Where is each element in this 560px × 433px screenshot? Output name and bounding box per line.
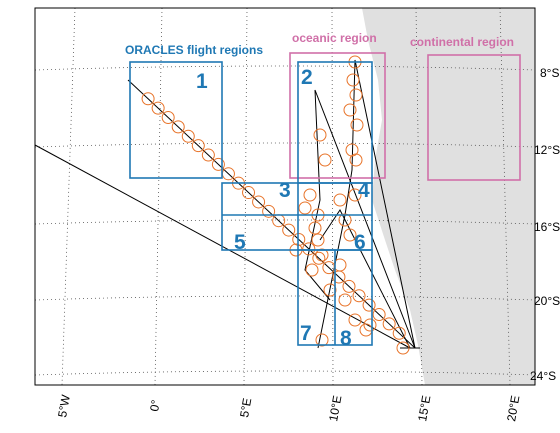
flight-point xyxy=(315,248,329,262)
flight-point xyxy=(191,139,205,153)
flight-point xyxy=(338,293,352,307)
region-number: 4 xyxy=(358,179,370,202)
flight-point xyxy=(181,129,195,143)
land xyxy=(362,8,535,385)
lat-label: 8°S xyxy=(540,66,559,80)
region-number: 2 xyxy=(301,66,313,89)
flight-point xyxy=(348,188,362,202)
flight-point xyxy=(352,289,366,303)
lat-label: 20°S xyxy=(534,294,560,308)
region-number: 8 xyxy=(340,327,352,350)
flight-point xyxy=(313,128,327,142)
flight-point xyxy=(315,333,329,347)
frame xyxy=(34,7,536,386)
oceanic-box xyxy=(289,52,386,179)
flight-point xyxy=(151,101,165,115)
flight-point xyxy=(262,204,276,218)
graticule xyxy=(34,7,536,386)
flight-point xyxy=(349,88,363,102)
region-number: 7 xyxy=(300,322,312,345)
lat-label: 24°S xyxy=(530,369,556,383)
flight-point xyxy=(349,153,363,167)
flight-point xyxy=(201,148,215,162)
lon-label: 5°W xyxy=(55,393,73,419)
lat-label: 16°S xyxy=(534,220,560,234)
lon-label: 0° xyxy=(147,399,163,413)
flight-point xyxy=(350,118,364,132)
flight-point xyxy=(312,251,326,265)
lat-label: 12°S xyxy=(534,143,560,157)
flight-point xyxy=(311,233,325,247)
flight-point xyxy=(396,341,410,355)
flight-point xyxy=(333,258,347,272)
flight-point xyxy=(252,195,266,209)
region-number: 6 xyxy=(354,231,366,254)
flight-point xyxy=(211,157,225,171)
flight-point xyxy=(343,103,357,117)
flight-point xyxy=(298,201,312,215)
flight-point xyxy=(338,213,352,227)
flight-point xyxy=(362,298,376,312)
region-number: 3 xyxy=(279,179,291,202)
region-number: 1 xyxy=(196,70,208,93)
flight-point xyxy=(363,318,377,332)
lon-label: 5°E xyxy=(237,397,254,419)
flight-point xyxy=(348,313,362,327)
continental-label: continental region xyxy=(410,35,514,49)
flight-point xyxy=(242,186,256,200)
flight-point xyxy=(308,221,322,235)
flight-point xyxy=(343,228,357,242)
flight-point xyxy=(161,111,175,125)
lon-label: 15°E xyxy=(415,394,433,422)
flight-point xyxy=(392,326,406,340)
flight-point xyxy=(346,73,360,87)
lon-label: 20°E xyxy=(504,394,522,422)
flight-point xyxy=(171,120,185,134)
region-number: 5 xyxy=(234,231,246,254)
region-boxes xyxy=(129,61,373,346)
flight-point xyxy=(302,242,316,256)
flight-point xyxy=(333,193,347,207)
flight-point xyxy=(318,153,332,167)
flight-point xyxy=(382,317,396,331)
flight-regions-label: ORACLES flight regions xyxy=(125,43,263,57)
flight-point xyxy=(141,92,155,106)
flight-point xyxy=(372,308,386,321)
flight-point xyxy=(303,188,317,202)
oceanic-label: oceanic region xyxy=(292,31,377,45)
continental-box xyxy=(427,54,521,181)
flight-point xyxy=(305,263,319,277)
flight-point xyxy=(342,279,356,293)
flight-point xyxy=(282,223,296,237)
lon-label: 10°E xyxy=(326,394,344,422)
flight-point xyxy=(323,283,337,297)
